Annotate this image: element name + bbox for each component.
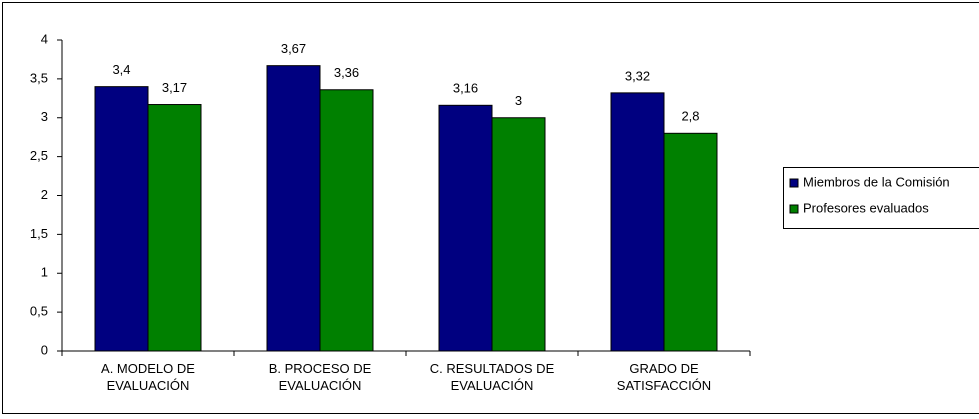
- legend-swatch: [789, 178, 799, 188]
- bar: [266, 65, 321, 352]
- y-tick-label: 3,5: [30, 70, 48, 85]
- value-label: 3,32: [625, 68, 650, 83]
- bar: [147, 104, 202, 352]
- bar: [610, 92, 665, 352]
- value-label: 3,67: [281, 41, 306, 56]
- bar: [319, 89, 374, 352]
- x-tick-label: A. MODELO DE EVALUACIÓN: [101, 361, 195, 393]
- bar: [491, 117, 546, 352]
- bar: [663, 132, 718, 352]
- y-tick-label: 2: [41, 187, 48, 202]
- legend-swatch: [789, 204, 799, 214]
- y-tick-label: 1: [41, 265, 48, 280]
- value-label: 3: [515, 93, 522, 108]
- value-label: 3,17: [162, 80, 187, 95]
- y-tick-label: 0,5: [30, 304, 48, 319]
- bar: [94, 86, 149, 352]
- x-tick-label: GRADO DE SATISFACCIÓN: [616, 361, 712, 393]
- y-tick-label: 4: [41, 31, 48, 46]
- legend-label: Profesores evaluados: [803, 200, 929, 215]
- bar: [438, 104, 493, 352]
- value-label: 3,4: [112, 62, 130, 77]
- x-tick-label: C. RESULTADOS DE EVALUACIÓN: [429, 361, 555, 393]
- value-label: 3,36: [334, 65, 359, 80]
- legend-label: Miembros de la Comisión: [803, 174, 950, 189]
- value-label: 2,8: [681, 109, 699, 124]
- y-tick-label: 0: [41, 342, 48, 357]
- value-label: 3,16: [453, 81, 478, 96]
- legend-box: [783, 167, 979, 229]
- y-tick-label: 1,5: [30, 226, 48, 241]
- y-tick-label: 3: [41, 109, 48, 124]
- y-tick-label: 2,5: [30, 148, 48, 163]
- x-tick-label: B. PROCESO DE EVALUACIÓN: [268, 361, 372, 393]
